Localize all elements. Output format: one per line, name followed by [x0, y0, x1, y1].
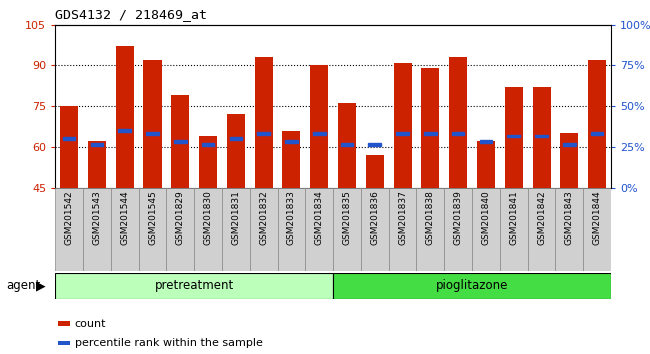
Bar	[532, 87, 551, 188]
Bar	[138, 188, 166, 271]
Bar	[421, 68, 439, 188]
Bar	[338, 103, 356, 188]
Bar	[199, 136, 217, 188]
Bar	[144, 60, 162, 188]
Text: GSM201830: GSM201830	[203, 190, 213, 245]
Bar	[369, 143, 381, 145]
Text: GSM201545: GSM201545	[148, 190, 157, 245]
Bar	[171, 95, 189, 188]
Bar	[333, 273, 611, 299]
Bar	[257, 132, 270, 135]
Text: GSM201841: GSM201841	[509, 190, 518, 245]
Text: pioglitazone: pioglitazone	[436, 279, 508, 292]
Bar	[222, 188, 250, 271]
Bar	[202, 143, 214, 145]
Text: GSM201544: GSM201544	[120, 190, 129, 245]
Bar	[396, 132, 409, 135]
Bar	[118, 129, 131, 132]
Bar	[393, 63, 411, 188]
Bar	[583, 188, 611, 271]
Bar	[389, 188, 417, 271]
Bar	[250, 188, 278, 271]
Bar	[111, 188, 138, 271]
Text: GSM201839: GSM201839	[454, 190, 463, 245]
Text: GSM201831: GSM201831	[231, 190, 240, 245]
Bar	[563, 143, 576, 145]
Text: GSM201835: GSM201835	[343, 190, 352, 245]
Text: GSM201836: GSM201836	[370, 190, 380, 245]
Text: pretreatment: pretreatment	[155, 279, 234, 292]
Text: GSM201842: GSM201842	[537, 190, 546, 245]
Bar	[310, 65, 328, 188]
Bar	[313, 132, 326, 135]
Bar	[535, 135, 548, 137]
Text: GSM201834: GSM201834	[315, 190, 324, 245]
Text: GDS4132 / 218469_at: GDS4132 / 218469_at	[55, 8, 207, 21]
Bar	[445, 188, 472, 271]
Bar	[449, 57, 467, 188]
Bar	[55, 273, 333, 299]
Bar	[285, 140, 298, 143]
Bar	[588, 60, 606, 188]
Text: agent: agent	[6, 279, 41, 292]
Bar	[58, 341, 70, 346]
Bar	[83, 188, 111, 271]
Bar	[555, 188, 583, 271]
Text: GSM201832: GSM201832	[259, 190, 268, 245]
Text: GSM201838: GSM201838	[426, 190, 435, 245]
Text: GSM201543: GSM201543	[92, 190, 101, 245]
Bar	[58, 321, 70, 326]
Bar	[333, 188, 361, 271]
Text: GSM201542: GSM201542	[64, 190, 73, 245]
Text: percentile rank within the sample: percentile rank within the sample	[75, 338, 263, 348]
Bar	[528, 188, 556, 271]
Bar	[146, 132, 159, 135]
Bar	[306, 188, 333, 271]
Text: GSM201829: GSM201829	[176, 190, 185, 245]
Bar	[560, 133, 578, 188]
Text: GSM201840: GSM201840	[482, 190, 491, 245]
Bar	[116, 46, 134, 188]
Bar	[472, 188, 500, 271]
Bar	[477, 142, 495, 188]
Bar	[480, 140, 492, 143]
Bar	[63, 137, 75, 140]
Bar	[341, 143, 354, 145]
Bar	[60, 106, 78, 188]
Text: GSM201843: GSM201843	[565, 190, 574, 245]
Text: ▶: ▶	[36, 279, 46, 292]
Bar	[500, 188, 528, 271]
Bar	[88, 142, 106, 188]
Bar	[417, 188, 445, 271]
Bar	[361, 188, 389, 271]
Bar	[90, 143, 103, 145]
Bar	[55, 188, 83, 271]
Bar	[366, 155, 384, 188]
Bar	[591, 132, 603, 135]
Bar	[166, 188, 194, 271]
Text: GSM201837: GSM201837	[398, 190, 407, 245]
Bar	[424, 132, 437, 135]
Bar	[174, 140, 187, 143]
Bar	[278, 188, 306, 271]
Text: GSM201833: GSM201833	[287, 190, 296, 245]
Bar	[508, 135, 520, 137]
Text: count: count	[75, 319, 106, 329]
Bar	[255, 57, 273, 188]
Bar	[229, 137, 242, 140]
Bar	[194, 188, 222, 271]
Bar	[282, 131, 300, 188]
Bar	[452, 132, 465, 135]
Bar	[504, 87, 523, 188]
Text: GSM201844: GSM201844	[593, 190, 602, 245]
Bar	[227, 114, 245, 188]
